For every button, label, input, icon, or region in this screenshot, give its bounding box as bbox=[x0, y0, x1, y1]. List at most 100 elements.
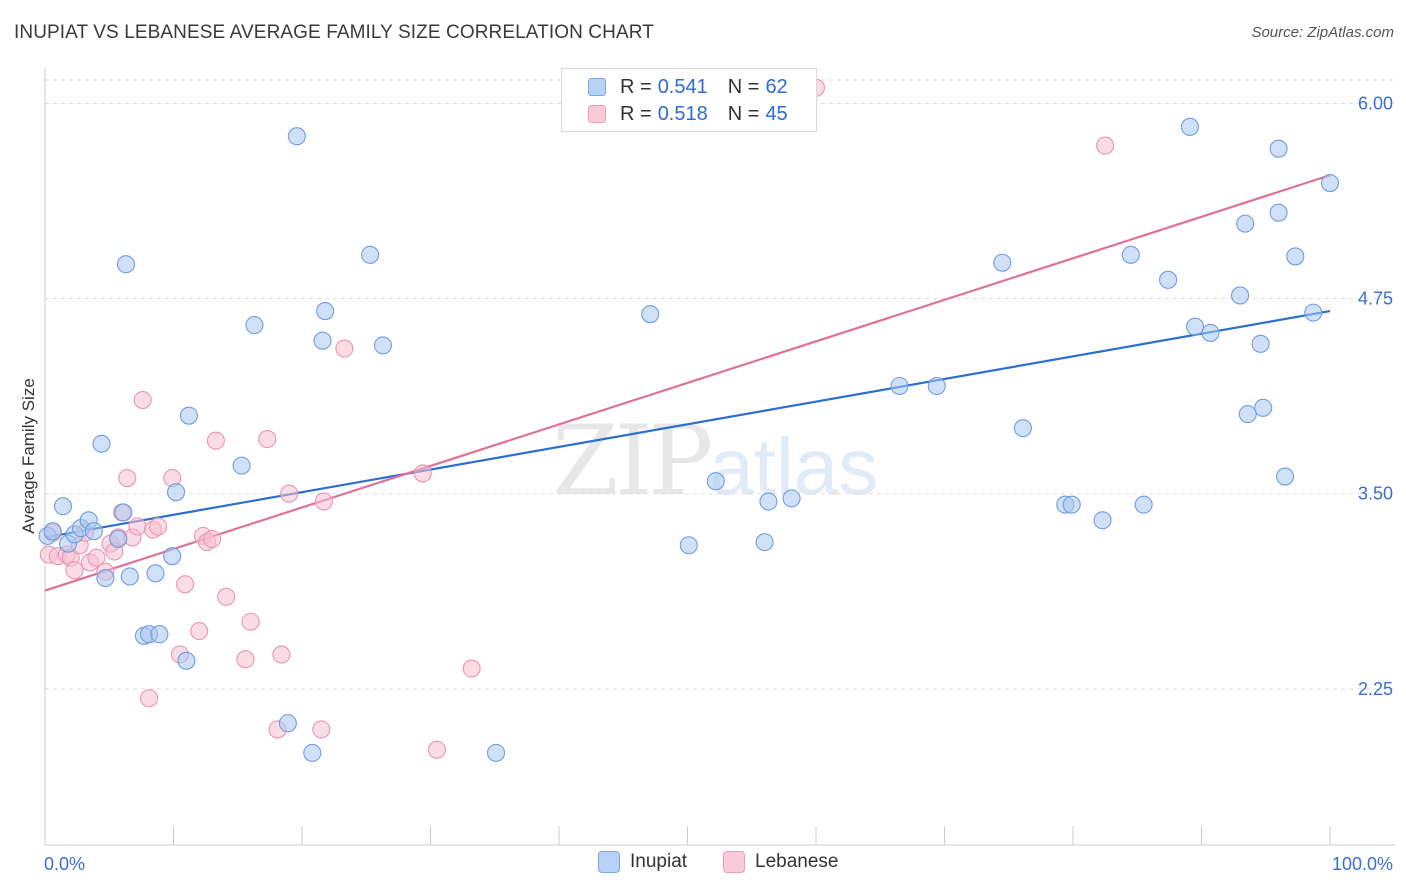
inupiat-point bbox=[1093, 511, 1112, 530]
chart-title: INUPIAT VS LEBANESE AVERAGE FAMILY SIZE … bbox=[14, 22, 654, 43]
inupiat-n-label: N = bbox=[727, 75, 760, 98]
lebanese-point bbox=[128, 517, 147, 536]
inupiat-point bbox=[245, 316, 264, 335]
inupiat-point bbox=[163, 547, 182, 566]
inupiat-point bbox=[1134, 495, 1153, 514]
series-legend: Inupiat Lebanese bbox=[0, 851, 1406, 877]
inupiat-point bbox=[232, 456, 251, 475]
inupiat-point bbox=[1251, 334, 1270, 353]
inupiat-point bbox=[84, 522, 103, 541]
inupiat-point bbox=[782, 489, 801, 508]
inupiat-point bbox=[109, 529, 128, 549]
lebanese-n-label: N = bbox=[727, 102, 760, 125]
inupiat-point bbox=[92, 434, 111, 453]
legend-row-inupiat: R = 0.541 N = 62 bbox=[588, 75, 788, 99]
lebanese-point bbox=[462, 659, 481, 678]
lebanese-point bbox=[149, 517, 168, 536]
inupiat-point bbox=[373, 336, 393, 355]
inupiat-point bbox=[993, 253, 1012, 272]
inupiat-point bbox=[303, 743, 322, 762]
inupiat-points bbox=[38, 117, 1340, 762]
inupiat-point bbox=[1275, 467, 1295, 486]
x-tick-label: 100.0% bbox=[1332, 854, 1393, 874]
y-tick-label: 6.00 bbox=[1358, 93, 1393, 113]
lebanese-legend-swatch bbox=[723, 851, 745, 873]
inupiat-point bbox=[755, 533, 774, 552]
inupiat-point bbox=[1304, 303, 1323, 322]
lebanese-point bbox=[236, 650, 255, 669]
lebanese-trend-line bbox=[44, 174, 1331, 592]
lebanese-point bbox=[258, 430, 277, 449]
inupiat-point bbox=[679, 536, 698, 555]
inupiat-swatch bbox=[588, 78, 606, 96]
lebanese-point bbox=[140, 689, 159, 708]
inupiat-point bbox=[706, 472, 725, 491]
y-tick-label: 3.50 bbox=[1358, 484, 1393, 504]
inupiat-point bbox=[53, 497, 73, 516]
inupiat-point bbox=[641, 305, 660, 324]
legend-item-lebanese[interactable]: Lebanese bbox=[723, 851, 838, 873]
stats-legend: R = 0.541 N = 62 R = 0.518 N = 45 bbox=[561, 68, 817, 132]
inupiat-trend-line bbox=[44, 309, 1331, 539]
inupiat-point bbox=[1121, 245, 1140, 264]
inupiat-point bbox=[1201, 323, 1220, 342]
axes bbox=[44, 68, 1395, 846]
inupiat-point bbox=[1269, 203, 1288, 222]
inupiat-point bbox=[1236, 214, 1255, 233]
inupiat-point bbox=[1320, 173, 1340, 193]
source-credit: Source: ZipAtlas.com bbox=[1251, 24, 1394, 41]
inupiat-point bbox=[759, 492, 778, 511]
inupiat-point bbox=[313, 331, 332, 350]
lebanese-point bbox=[241, 612, 260, 631]
inupiat-point bbox=[1186, 317, 1205, 336]
inupiat-point bbox=[361, 245, 380, 264]
inupiat-point bbox=[146, 564, 165, 583]
inupiat-point bbox=[1254, 398, 1273, 417]
lebanese-point bbox=[217, 587, 236, 606]
inupiat-point bbox=[116, 255, 136, 274]
lebanese-point bbox=[427, 740, 446, 759]
lebanese-r-label: R = bbox=[620, 102, 652, 125]
inupiat-point bbox=[1159, 270, 1178, 289]
trend-lines bbox=[44, 174, 1331, 592]
lebanese-point bbox=[203, 529, 222, 549]
lebanese-point bbox=[118, 469, 137, 488]
inupiat-point bbox=[114, 503, 133, 522]
lebanese-point bbox=[1096, 136, 1115, 155]
inupiat-r-label: R = bbox=[620, 75, 652, 98]
legend-row-lebanese: R = 0.518 N = 45 bbox=[588, 102, 788, 126]
lebanese-point bbox=[413, 464, 432, 483]
x-tick-label: 0.0% bbox=[44, 854, 85, 874]
lebanese-point bbox=[272, 645, 291, 664]
inupiat-point bbox=[179, 406, 198, 425]
inupiat-point bbox=[1269, 139, 1288, 158]
inupiat-point bbox=[927, 376, 946, 396]
lebanese-point bbox=[314, 492, 333, 511]
lebanese-legend-label: Lebanese bbox=[755, 851, 839, 872]
lebanese-point bbox=[190, 622, 209, 641]
lebanese-swatch bbox=[588, 105, 606, 123]
inupiat-r-value: 0.541 bbox=[657, 75, 708, 98]
inupiat-point bbox=[43, 522, 62, 541]
y-tick-label: 2.25 bbox=[1358, 679, 1393, 699]
lebanese-point bbox=[65, 561, 84, 580]
inupiat-point bbox=[486, 743, 506, 762]
inupiat-point bbox=[1286, 247, 1305, 266]
y-tick-label: 4.75 bbox=[1358, 289, 1393, 309]
inupiat-point bbox=[316, 302, 335, 321]
inupiat-point bbox=[150, 625, 169, 644]
y-axis-label: Average Family Size bbox=[19, 378, 38, 534]
lebanese-point bbox=[176, 575, 195, 594]
inupiat-legend-swatch bbox=[598, 851, 620, 873]
lebanese-point bbox=[206, 431, 225, 450]
inupiat-point bbox=[287, 127, 306, 146]
inupiat-point bbox=[1062, 495, 1081, 514]
lebanese-point bbox=[87, 548, 106, 567]
inupiat-point bbox=[1013, 419, 1032, 438]
inupiat-point bbox=[890, 376, 909, 396]
inupiat-point bbox=[1180, 117, 1199, 136]
inupiat-point bbox=[278, 714, 297, 733]
inupiat-n-value: 62 bbox=[765, 75, 788, 98]
legend-item-inupiat[interactable]: Inupiat bbox=[598, 851, 687, 873]
